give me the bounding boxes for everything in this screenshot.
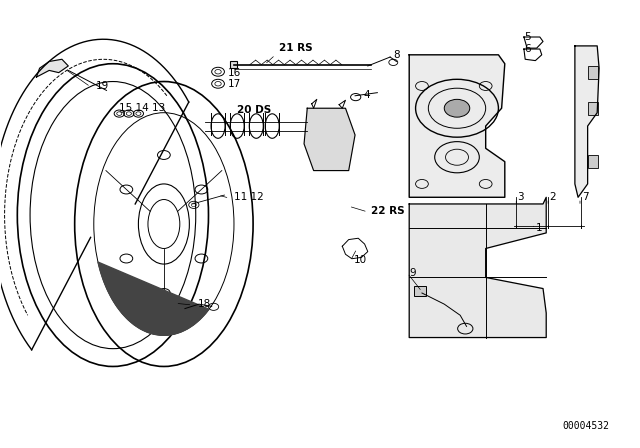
Text: 19: 19 (96, 81, 109, 91)
Text: 10: 10 (354, 254, 367, 265)
Polygon shape (409, 197, 546, 337)
Text: 8: 8 (394, 50, 400, 60)
Text: 11 12: 11 12 (234, 192, 264, 202)
Text: 20 DS: 20 DS (237, 104, 271, 115)
Text: 16: 16 (228, 68, 241, 78)
Polygon shape (409, 55, 505, 197)
Polygon shape (36, 59, 68, 77)
Bar (588, 155, 598, 168)
Text: 6: 6 (524, 44, 531, 54)
Text: 15 14 13: 15 14 13 (119, 103, 166, 113)
Bar (588, 102, 598, 115)
Text: 17: 17 (228, 79, 241, 89)
Bar (588, 66, 598, 79)
Text: 7: 7 (582, 192, 589, 202)
Bar (414, 286, 426, 296)
Text: 1: 1 (536, 224, 542, 233)
Text: 2: 2 (549, 192, 556, 202)
Text: 00004532: 00004532 (562, 421, 609, 431)
Bar (166, 303, 185, 314)
Polygon shape (98, 262, 209, 335)
Text: 5: 5 (524, 32, 531, 42)
Polygon shape (575, 46, 599, 197)
Text: 18: 18 (198, 299, 211, 309)
Polygon shape (304, 108, 355, 171)
Text: 4: 4 (364, 90, 370, 100)
Text: 9: 9 (409, 268, 416, 278)
Text: 21 RS: 21 RS (278, 43, 312, 53)
Text: 22 RS: 22 RS (371, 206, 404, 215)
Text: 3: 3 (518, 192, 524, 202)
Bar (230, 61, 237, 68)
Circle shape (444, 99, 470, 117)
